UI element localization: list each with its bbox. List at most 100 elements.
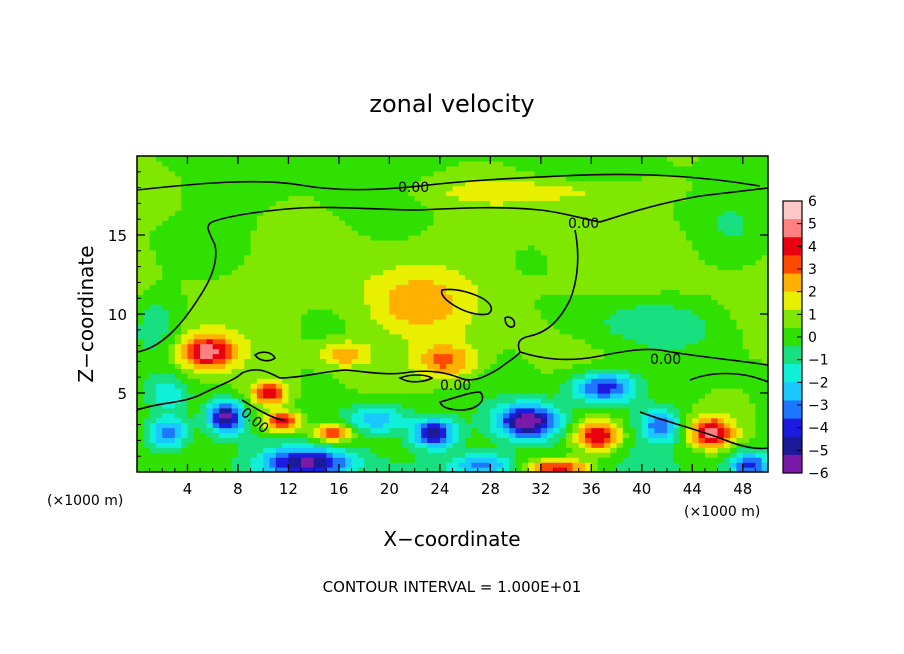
field-cell bbox=[212, 397, 220, 404]
field-cell bbox=[585, 205, 592, 211]
field-cell bbox=[414, 274, 422, 281]
field-cell bbox=[162, 304, 170, 310]
field-cell bbox=[269, 452, 277, 458]
field-cell bbox=[364, 368, 372, 374]
field-cell bbox=[446, 328, 454, 335]
field-cell bbox=[237, 388, 245, 394]
field-cell bbox=[288, 274, 296, 281]
field-cell bbox=[477, 289, 485, 295]
field-cell bbox=[490, 195, 498, 202]
field-cell bbox=[187, 393, 195, 399]
field-cell bbox=[496, 269, 504, 276]
field-cell bbox=[155, 235, 163, 241]
field-cell bbox=[446, 274, 454, 281]
field-cell bbox=[502, 304, 510, 310]
field-cell bbox=[206, 200, 214, 206]
field-cell bbox=[301, 462, 308, 468]
field-cell bbox=[370, 269, 378, 276]
field-cell bbox=[219, 156, 226, 162]
field-cell bbox=[351, 323, 359, 330]
field-cell bbox=[439, 244, 447, 251]
field-cell bbox=[597, 200, 605, 206]
field-cell bbox=[585, 259, 592, 266]
field-cell bbox=[307, 249, 315, 256]
field-cell bbox=[433, 432, 441, 439]
field-cell bbox=[395, 388, 403, 394]
field-cell bbox=[326, 393, 334, 399]
field-cell bbox=[200, 373, 208, 379]
field-cell bbox=[187, 239, 195, 246]
field-cell bbox=[301, 284, 308, 290]
field-cell bbox=[509, 160, 517, 167]
field-cell bbox=[496, 185, 504, 192]
field-cell bbox=[496, 225, 504, 231]
field-cell bbox=[288, 309, 296, 315]
field-cell bbox=[294, 259, 302, 266]
field-cell bbox=[603, 230, 611, 236]
field-cell bbox=[149, 180, 157, 187]
field-cell bbox=[143, 358, 151, 364]
field-cell bbox=[395, 417, 403, 424]
field-cell bbox=[547, 165, 555, 172]
field-cell bbox=[225, 180, 233, 187]
field-cell bbox=[433, 417, 441, 424]
field-cell bbox=[452, 314, 460, 320]
field-cell bbox=[332, 323, 340, 330]
field-cell bbox=[244, 457, 252, 463]
field-cell bbox=[231, 175, 239, 182]
field-cell bbox=[326, 373, 334, 379]
field-cell bbox=[446, 417, 454, 424]
field-cell bbox=[237, 323, 245, 330]
field-cell bbox=[357, 289, 365, 295]
field-cell bbox=[212, 457, 220, 463]
field-cell bbox=[219, 244, 226, 251]
field-cell bbox=[383, 299, 390, 305]
field-cell bbox=[534, 338, 542, 345]
field-cell bbox=[521, 274, 529, 281]
field-cell bbox=[402, 185, 409, 192]
field-cell bbox=[547, 393, 555, 399]
field-cell bbox=[364, 358, 372, 364]
field-cell bbox=[420, 225, 428, 231]
field-cell bbox=[402, 175, 409, 182]
field-cell bbox=[307, 393, 315, 399]
field-cell bbox=[231, 383, 239, 389]
field-cell bbox=[155, 175, 163, 182]
field-cell bbox=[622, 225, 630, 231]
field-cell bbox=[263, 205, 271, 211]
field-cell bbox=[509, 343, 517, 350]
field-cell bbox=[168, 230, 176, 236]
field-cell bbox=[376, 259, 384, 266]
field-cell bbox=[515, 442, 523, 448]
field-cell bbox=[420, 200, 428, 206]
field-cell bbox=[477, 368, 485, 374]
field-cell bbox=[496, 244, 504, 251]
field-cell bbox=[559, 383, 567, 389]
field-cell bbox=[193, 378, 201, 384]
field-cell bbox=[559, 378, 567, 384]
field-cell bbox=[263, 462, 271, 468]
field-cell bbox=[256, 249, 264, 256]
field-cell bbox=[471, 244, 479, 251]
field-cell bbox=[212, 274, 220, 281]
field-cell bbox=[629, 457, 637, 463]
field-cell bbox=[414, 363, 422, 369]
field-cell bbox=[181, 210, 189, 216]
field-cell bbox=[288, 215, 296, 221]
field-cell bbox=[408, 442, 416, 448]
field-cell bbox=[275, 156, 283, 162]
field-cell bbox=[566, 215, 573, 221]
field-cell bbox=[578, 289, 586, 295]
field-cell bbox=[458, 437, 466, 443]
field-cell bbox=[168, 397, 176, 404]
field-cell bbox=[597, 294, 605, 300]
field-cell bbox=[452, 180, 460, 187]
field-cell bbox=[200, 343, 208, 350]
field-cell bbox=[433, 397, 441, 404]
field-cell bbox=[332, 427, 340, 434]
field-cell bbox=[509, 402, 517, 409]
field-cell bbox=[256, 412, 264, 419]
field-cell bbox=[225, 210, 233, 216]
field-cell bbox=[578, 220, 586, 226]
